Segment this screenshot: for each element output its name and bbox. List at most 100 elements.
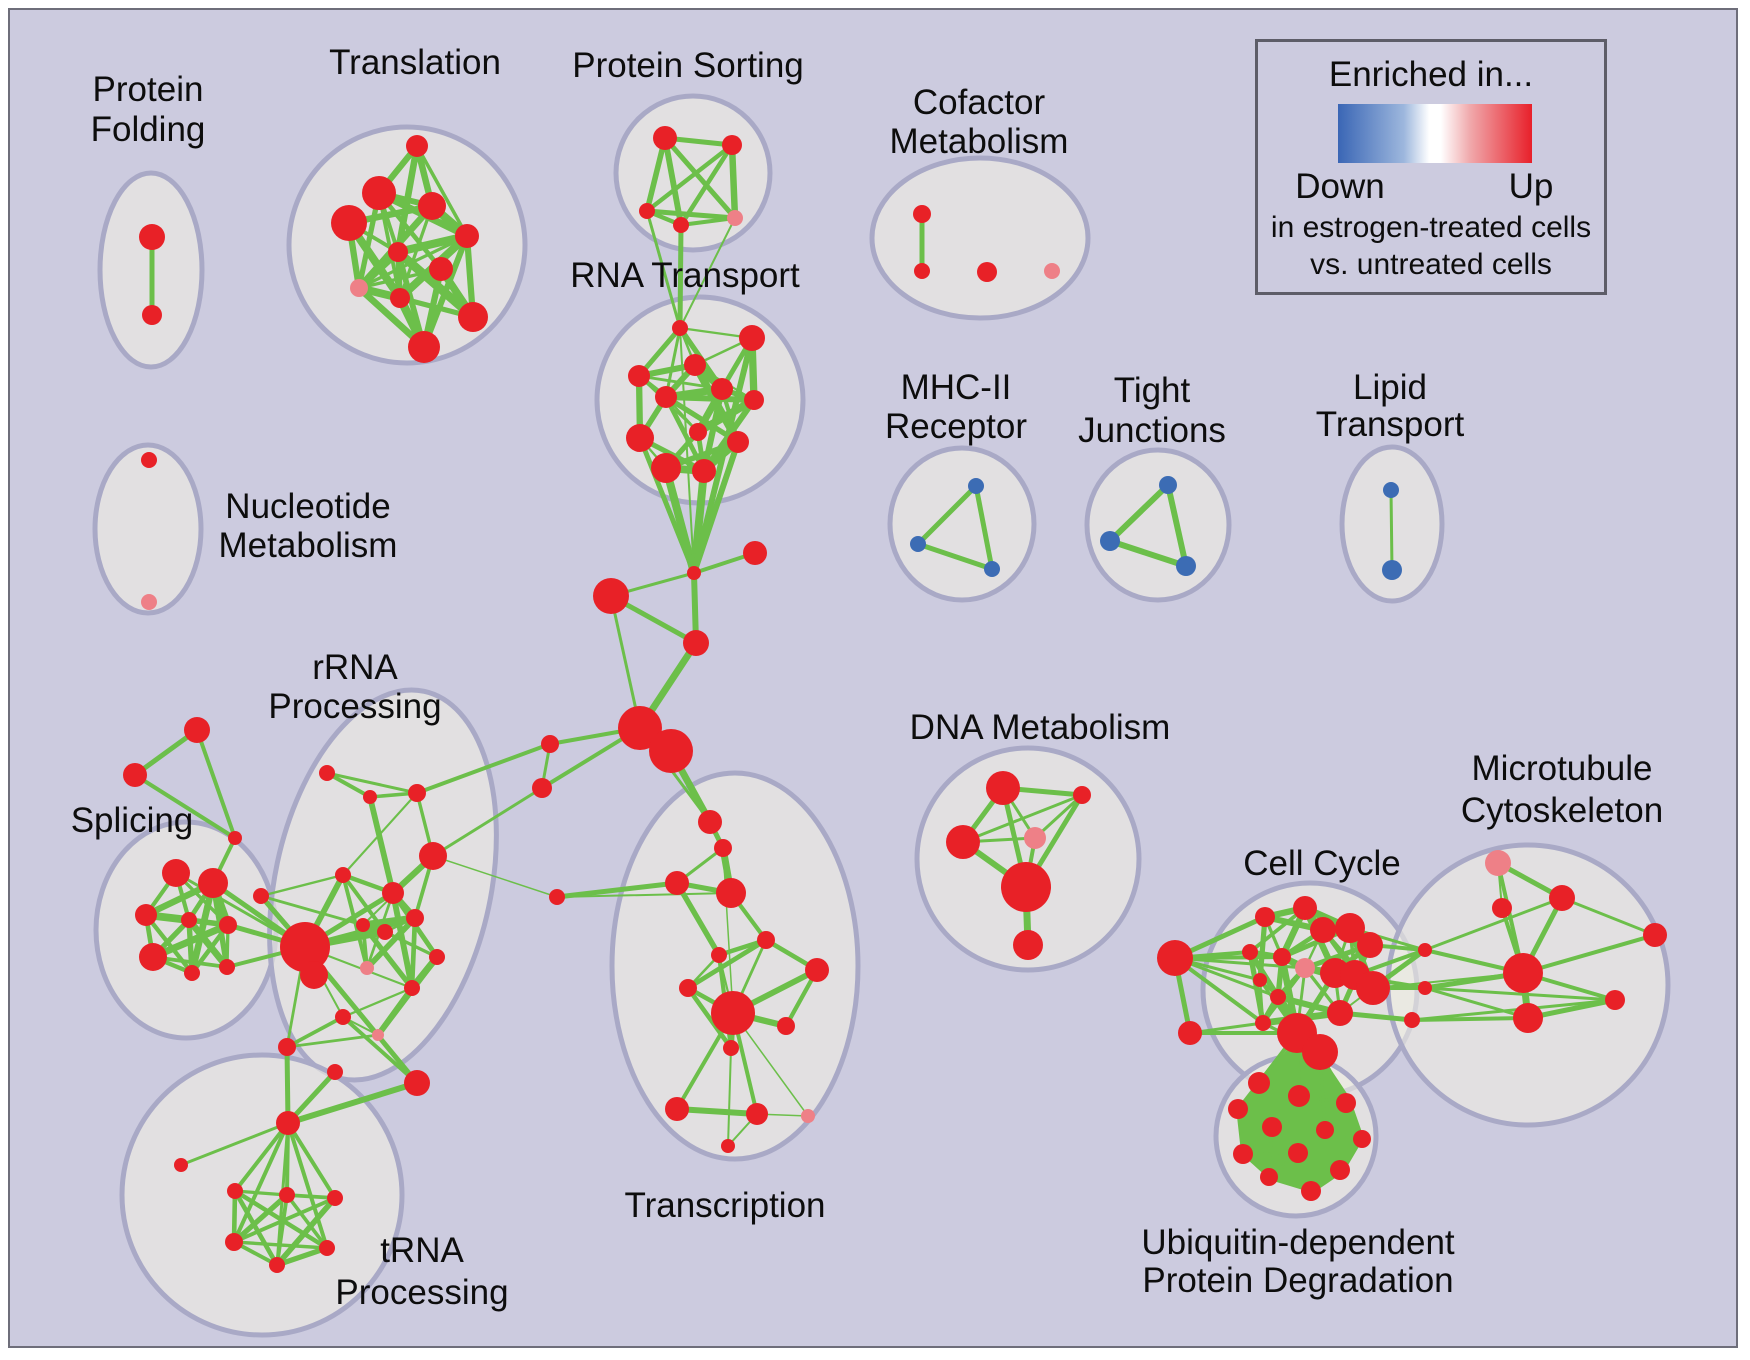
gene-set-node-d1 [1073, 786, 1091, 804]
gene-set-node-k0 [1255, 907, 1275, 927]
gene-set-node-ps3 [673, 217, 689, 233]
gene-set-node-r11 [692, 459, 716, 483]
gene-set-node-mt5 [1643, 923, 1667, 947]
gene-set-node-tj1 [1100, 531, 1120, 551]
gene-set-node-m5 [139, 943, 167, 971]
legend-down-label: Down [1295, 167, 1385, 206]
cluster-label-trna-processing: tRNA [380, 1231, 464, 1270]
cluster-label-protein-folding: Protein [93, 70, 204, 109]
gene-set-node-m7 [219, 959, 235, 975]
gene-set-node-k12 [1270, 989, 1286, 1005]
gene-set-node-m6 [184, 965, 200, 981]
gene-set-node-cf1 [914, 263, 930, 279]
gene-set-node-Rr [404, 1070, 430, 1096]
edge [415, 742, 552, 795]
edge [232, 1121, 290, 1244]
edge [375, 954, 440, 1038]
gene-set-node-q7 [1288, 1143, 1308, 1163]
gene-set-node-mh2 [984, 561, 1000, 577]
cluster-label-microtubule-cytoskeleton: Cytoskeleton [1461, 791, 1663, 830]
gene-set-node-q2 [1336, 1093, 1356, 1113]
edge [361, 923, 369, 970]
gene-set-node-Rn [335, 1009, 351, 1025]
gene-set-node-x9 [711, 991, 755, 1035]
cluster-label-mhc-ii-receptor: MHC-II [901, 368, 1012, 407]
gene-set-node-x0 [698, 810, 722, 834]
gene-set-node-mh0 [968, 478, 984, 494]
gene-set-node-ps1 [722, 135, 742, 155]
gene-set-node-ti [174, 1158, 188, 1172]
gene-set-node-Rh [356, 918, 370, 932]
gene-set-node-q1 [1288, 1085, 1310, 1107]
gene-set-node-k2 [1310, 917, 1336, 943]
edge [286, 1121, 329, 1250]
gene-set-node-mh1 [910, 536, 926, 552]
gene-set-node-u3 [225, 1233, 243, 1251]
gene-set-node-k10 [1356, 971, 1390, 1005]
gene-set-node-nw2 [532, 778, 552, 798]
gene-set-node-npa [618, 706, 662, 750]
edge [677, 222, 684, 331]
cluster-label-cell-cycle: Cell Cycle [1243, 844, 1401, 883]
edge [1423, 986, 1530, 1020]
cluster-label-lipid-transport: Transport [1316, 405, 1465, 444]
cluster-label-splicing: Splicing [71, 801, 194, 840]
edge [232, 1196, 337, 1244]
gene-set-node-k14 [1327, 1000, 1353, 1026]
edge [961, 793, 1084, 844]
edge [1423, 896, 1564, 952]
edge [728, 141, 739, 222]
gene-set-node-Rd [335, 867, 351, 883]
gene-set-node-Rb [363, 790, 377, 804]
edge [644, 208, 738, 221]
edge [609, 594, 642, 730]
gene-set-node-k5 [1242, 944, 1258, 960]
edge [637, 374, 724, 391]
gene-set-node-m3 [181, 912, 197, 928]
gene-set-node-nh [687, 566, 701, 580]
cluster-ellipse-mhc-ii-receptor [887, 445, 1037, 603]
edge [678, 215, 738, 228]
edge [1247, 949, 1266, 1026]
edge [915, 483, 979, 547]
gene-set-node-q8 [1353, 1130, 1371, 1148]
edge [431, 786, 544, 858]
gene-set-node-Rk [360, 961, 374, 975]
gene-set-node-t9 [458, 302, 488, 332]
gene-set-node-x14 [801, 1109, 815, 1123]
cluster-label-mhc-ii-receptor: Receptor [885, 407, 1027, 446]
gene-set-node-x4 [549, 889, 565, 905]
gene-set-node-nw1 [541, 735, 559, 753]
edge [1173, 956, 1265, 1025]
gene-set-node-q5 [1316, 1121, 1334, 1139]
gene-set-node-r5 [711, 378, 733, 400]
edge [259, 894, 365, 927]
edge [233, 1121, 290, 1193]
edge [432, 855, 558, 898]
edge [1107, 538, 1189, 569]
gene-set-node-Re [382, 882, 404, 904]
gene-set-node-Rm [404, 980, 420, 996]
gene-set-node-th [276, 1111, 300, 1135]
gene-set-node-mp [1485, 850, 1511, 876]
cluster-label-nucleotide-metabolism: Metabolism [219, 526, 398, 565]
gene-set-node-d0 [986, 771, 1020, 805]
gene-set-node-nm0 [141, 452, 157, 468]
gene-set-node-Rq [327, 1064, 343, 1080]
edge [360, 922, 415, 991]
gene-set-node-r3 [628, 365, 650, 387]
cluster-ellipse-nucleotide-metabolism [92, 442, 204, 616]
edge [341, 1015, 419, 1085]
edge [637, 435, 697, 576]
gene-set-node-k13 [1255, 1015, 1271, 1031]
cluster-ellipse-transcription [609, 770, 861, 1162]
gene-set-node-Rhub2 [300, 961, 328, 989]
gene-set-node-st0 [184, 717, 210, 743]
gene-set-node-cf3 [1044, 263, 1060, 279]
gene-set-node-k11 [1253, 973, 1267, 987]
gene-set-node-k6 [1273, 948, 1291, 966]
edge [285, 1033, 380, 1049]
gene-set-node-x15 [721, 1139, 735, 1153]
gene-set-node-q4 [1262, 1117, 1282, 1137]
